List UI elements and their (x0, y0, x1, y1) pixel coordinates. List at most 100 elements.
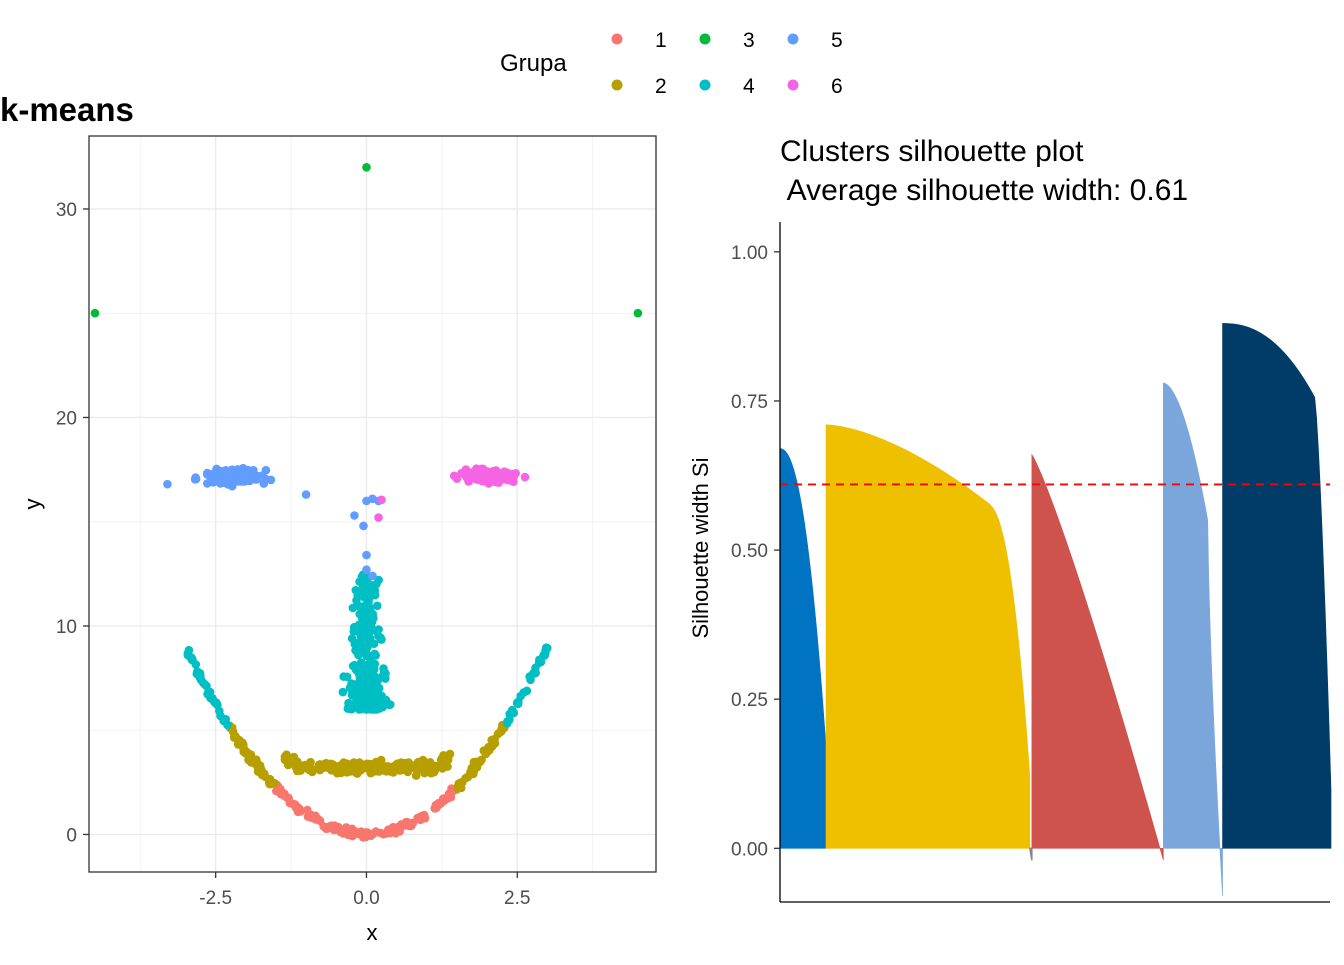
scatter-point-cluster-4 (355, 679, 365, 689)
scatter-point-cluster-2 (318, 760, 328, 769)
scatter-y-axis-label: y (20, 499, 45, 510)
scatter-point-cluster-1 (347, 824, 357, 834)
scatter-point-cluster-2 (228, 727, 238, 737)
scatter-point-cluster-4 (364, 634, 374, 644)
scatter-point-cluster-1 (284, 793, 293, 803)
scatter-point-cluster-6 (464, 477, 473, 486)
scatter-point-cluster-5 (191, 474, 201, 484)
scatter-point-cluster-2 (328, 760, 338, 769)
scatter-panel-border (88, 135, 657, 873)
scatter-point-cluster-2 (304, 765, 314, 774)
legend-key-3 (699, 33, 711, 45)
scatter-point-cluster-2 (306, 757, 315, 767)
silhouette-ticks: 0.00 0.25 0.50 0.75 1.00 (731, 243, 780, 860)
scatter-y-tick-label: 30 (56, 200, 77, 221)
legend-key-1 (611, 33, 623, 45)
scatter-point-cluster-2 (438, 764, 447, 773)
scatter-point-cluster-6 (377, 495, 386, 505)
scatter-point-cluster-2 (403, 764, 412, 774)
scatter-y-tick-label: 10 (56, 617, 77, 638)
scatter-x-tick-label: -2.5 (199, 888, 232, 909)
figure-title: k-means (0, 91, 134, 128)
scatter-point-cluster-6 (458, 468, 467, 478)
scatter-ticks: -2.5 0.0 2.5 0 10 20 30 (56, 200, 531, 909)
scatter-point-cluster-4 (351, 700, 360, 709)
scatter-point-cluster-5 (362, 565, 371, 574)
legend-key-2 (611, 79, 623, 91)
scatter-point-cluster-4 (539, 650, 548, 660)
scatter-point-cluster-5 (208, 472, 217, 482)
scatter-point-cluster-3 (633, 308, 643, 318)
scatter-point-cluster-4 (350, 639, 360, 649)
scatter-point-cluster-6 (491, 477, 500, 487)
scatter-point-cluster-5 (227, 481, 237, 491)
silhouette-bars (779, 323, 1332, 897)
legend-key-4 (699, 79, 711, 91)
scatter-point-cluster-4 (208, 695, 218, 705)
scatter-point-cluster-5 (368, 571, 377, 581)
scatter-point-cluster-5 (163, 479, 172, 489)
scatter-point-cluster-4 (380, 696, 390, 705)
scatter-point-cluster-4 (369, 584, 378, 593)
scatter-x-tick-label: 0.0 (353, 888, 379, 909)
scatter-point-cluster-4 (202, 681, 211, 691)
scatter-point-cluster-5 (261, 474, 271, 484)
scatter-point-cluster-6 (483, 473, 492, 483)
scatter-point-cluster-4 (363, 690, 373, 700)
scatter-point-cluster-3 (362, 163, 371, 172)
scatter-point-cluster-2 (381, 765, 391, 775)
scatter-point-cluster-4 (338, 687, 348, 697)
scatter-point-cluster-5 (216, 474, 226, 483)
scatter-point-cluster-4 (203, 689, 212, 699)
scatter-point-cluster-2 (391, 762, 401, 771)
scatter-point-cluster-4 (374, 575, 384, 585)
legend-label-3: 3 (743, 29, 755, 52)
scatter-point-cluster-4 (363, 664, 372, 674)
scatter-x-tick-label: 2.5 (504, 888, 530, 909)
scatter-point-cluster-4 (219, 716, 228, 726)
scatter-point-cluster-2 (289, 752, 299, 762)
scatter-point-cluster-1 (356, 830, 366, 839)
scatter-point-cluster-4 (522, 686, 532, 696)
scatter-point-cluster-4 (355, 692, 365, 701)
silhouette-subtitle: Average silhouette width: 0.61 (780, 174, 1188, 207)
silhouette-bar-cluster-6 (1222, 323, 1332, 849)
scatter-point-cluster-5 (350, 511, 359, 520)
scatter-point-cluster-2 (453, 783, 463, 793)
scatter-point-cluster-4 (365, 604, 375, 613)
silhouette-title: Clusters silhouette plot (780, 135, 1084, 168)
scatter-point-cluster-4 (355, 609, 365, 619)
scatter-point-cluster-2 (440, 753, 450, 763)
scatter-point-cluster-5 (301, 490, 311, 499)
legend-items: 1 2 3 4 5 6 (611, 29, 843, 98)
scatter-x-axis-label: x (367, 920, 378, 945)
scatter-point-cluster-4 (367, 683, 376, 692)
scatter-point-cluster-1 (444, 789, 454, 798)
scatter-point-cluster-1 (403, 818, 413, 827)
scatter-point-cluster-1 (435, 798, 445, 808)
scatter-point-cluster-4 (358, 628, 367, 637)
silhouette-bar-cluster-1 (779, 448, 827, 849)
scatter-point-cluster-4 (512, 698, 522, 708)
scatter-point-cluster-5 (359, 521, 368, 531)
scatter-point-cluster-2 (251, 755, 261, 764)
scatter-point-cluster-4 (362, 615, 371, 625)
legend: Grupa 1 2 3 4 5 6 (500, 29, 843, 98)
scatter-panel-background (89, 136, 656, 872)
scatter-point-cluster-4 (361, 581, 370, 590)
scatter-point-cluster-2 (472, 762, 482, 772)
silhouette-chart: Clusters silhouette plot Average silhoue… (688, 135, 1332, 903)
scatter-point-cluster-4 (372, 601, 382, 611)
silhouette-bar-cluster-2 (825, 424, 1031, 849)
scatter-y-tick-label: 0 (66, 825, 77, 846)
legend-label-2: 2 (655, 75, 667, 98)
scatter-point-cluster-4 (342, 672, 352, 682)
silhouette-y-tick-label: 0.00 (731, 839, 768, 860)
scatter-point-cluster-4 (344, 698, 353, 708)
scatter-point-cluster-5 (362, 550, 371, 560)
scatter-point-cluster-2 (414, 757, 423, 767)
scatter-point-cluster-4 (529, 668, 538, 678)
scatter-point-cluster-4 (369, 704, 378, 714)
